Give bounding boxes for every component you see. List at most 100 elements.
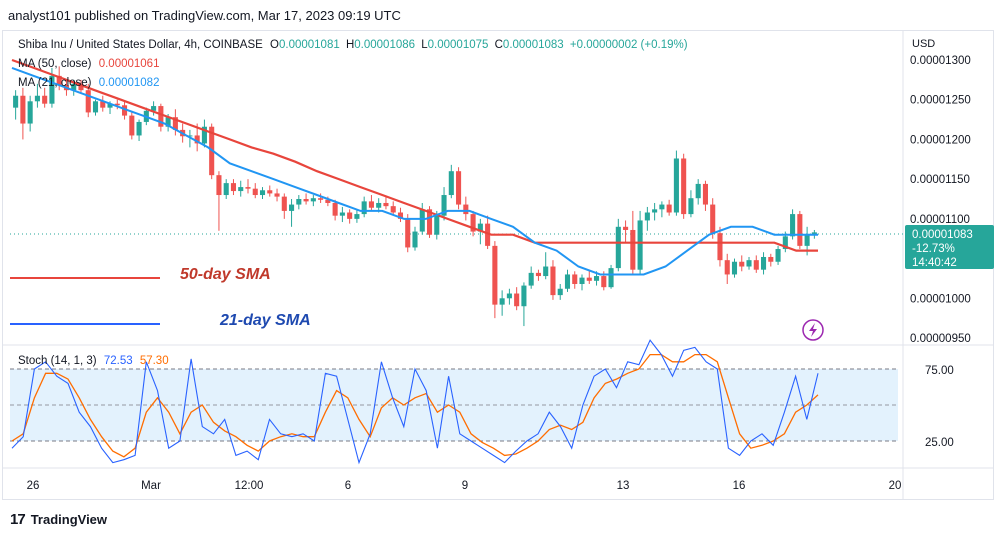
time-tick-label: 26 xyxy=(27,480,40,492)
stoch-d-line xyxy=(11,353,819,458)
candle-body xyxy=(543,266,549,277)
ma21-value: 0.00001082 xyxy=(98,77,160,89)
change-value: +0.00000002 (+0.19%) xyxy=(569,39,688,51)
candle-body xyxy=(470,214,476,232)
candle-body xyxy=(804,233,810,246)
last-price-countdown: 14:40:42 xyxy=(912,257,957,269)
candle-body xyxy=(201,126,207,144)
price-tick-label: 0.00001100 xyxy=(910,214,970,226)
candle-body xyxy=(42,95,48,104)
ma21-legend[interactable]: MA (21, close) 0.00001082 xyxy=(18,77,159,89)
high-value: 0.00001086 xyxy=(354,39,416,51)
footer-brand[interactable]: 17 TradingView xyxy=(10,511,107,528)
candle-body xyxy=(245,187,251,189)
candle-body xyxy=(187,135,193,137)
candle-body xyxy=(223,183,229,196)
candle-body xyxy=(136,121,142,136)
candle-body xyxy=(27,101,33,124)
high-label: H xyxy=(345,39,355,51)
stoch-legend[interactable]: Stoch (14, 1, 3) 72.53 57.30 xyxy=(18,355,169,367)
open-label: O xyxy=(270,39,279,51)
price-tick-label: 0.00001150 xyxy=(910,174,970,186)
stoch-tick-label: 25.00 xyxy=(925,437,954,449)
candle-body xyxy=(463,204,469,215)
candle-body xyxy=(695,183,701,199)
ma50-line xyxy=(11,58,818,252)
candle-body xyxy=(78,83,84,91)
candle-body xyxy=(739,261,745,267)
price-tick-label: 0.00001300 xyxy=(910,55,971,67)
candle-body xyxy=(782,236,788,250)
candle-body xyxy=(499,298,505,305)
low-value: 0.00001075 xyxy=(427,39,489,51)
candle-body xyxy=(441,195,447,216)
candle-body xyxy=(557,288,563,296)
candle-body xyxy=(702,183,708,205)
stoch-d-value: 57.30 xyxy=(139,355,169,367)
candle-body xyxy=(49,75,55,104)
candle-body xyxy=(492,245,498,305)
candle-body xyxy=(485,223,491,246)
candle-body xyxy=(172,117,178,130)
candle-body xyxy=(122,105,128,116)
sma21-annotation: 21-day SMA xyxy=(219,312,311,329)
candle-body xyxy=(506,293,512,299)
candle-body xyxy=(528,272,534,286)
candle-body xyxy=(194,135,200,144)
last-price-change: -12.73% xyxy=(912,243,955,255)
candle-body xyxy=(281,196,287,211)
last-price-tag xyxy=(905,225,994,269)
candle-body xyxy=(434,215,440,235)
candle-body xyxy=(615,226,621,269)
candle-body xyxy=(216,175,222,196)
candle-body xyxy=(310,198,316,202)
candle-body xyxy=(34,95,40,102)
candle-body xyxy=(644,212,650,221)
candle-body xyxy=(56,75,62,86)
candle-body xyxy=(746,260,752,267)
candle-body xyxy=(368,201,374,208)
candle-body xyxy=(339,212,345,216)
candle-body xyxy=(659,204,665,210)
candle-body xyxy=(514,293,520,307)
candle-body xyxy=(775,249,781,262)
candle-body xyxy=(397,212,404,219)
candle-body xyxy=(419,209,425,232)
candle-body xyxy=(579,277,585,284)
candle-body xyxy=(274,193,280,197)
candle-body xyxy=(477,223,483,232)
candle-body xyxy=(252,188,258,196)
time-tick-label: 16 xyxy=(733,480,746,492)
candle-body xyxy=(601,276,607,288)
stoch-k-value: 72.53 xyxy=(103,355,133,367)
ma50-legend[interactable]: MA (50, close) 0.00001061 xyxy=(18,58,159,70)
open-value: 0.00001081 xyxy=(278,39,340,51)
candle-body xyxy=(13,95,19,108)
footer-brand-label: TradingView xyxy=(30,512,108,527)
tradingview-logo-icon: 17 xyxy=(10,511,26,528)
candle-body xyxy=(230,183,237,192)
candle-body xyxy=(760,256,767,270)
flash-icon[interactable] xyxy=(802,319,824,341)
candle-body xyxy=(572,274,578,284)
candle-body xyxy=(354,214,360,219)
candle-body xyxy=(289,204,295,211)
candle-body xyxy=(129,115,135,136)
stoch-axis: 75.00 25.00 xyxy=(925,365,954,449)
price-tick-label: 0.00001200 xyxy=(910,134,971,146)
sma50-annotation: 50-day SMA xyxy=(180,266,271,283)
candle-body xyxy=(92,101,99,113)
candle-body xyxy=(673,158,679,213)
flash-icon-bolt xyxy=(809,323,817,337)
candle-body xyxy=(681,158,687,215)
candle-body xyxy=(652,209,658,213)
symbol-legend[interactable]: Shiba Inu / United States Dollar, 4h, CO… xyxy=(18,39,688,51)
candle-body xyxy=(376,202,382,208)
candle-body xyxy=(238,187,244,192)
candle-body xyxy=(325,199,331,203)
ma21-label: MA (21, close) xyxy=(18,77,92,89)
candle-body xyxy=(637,220,643,270)
candle-body xyxy=(158,106,164,127)
